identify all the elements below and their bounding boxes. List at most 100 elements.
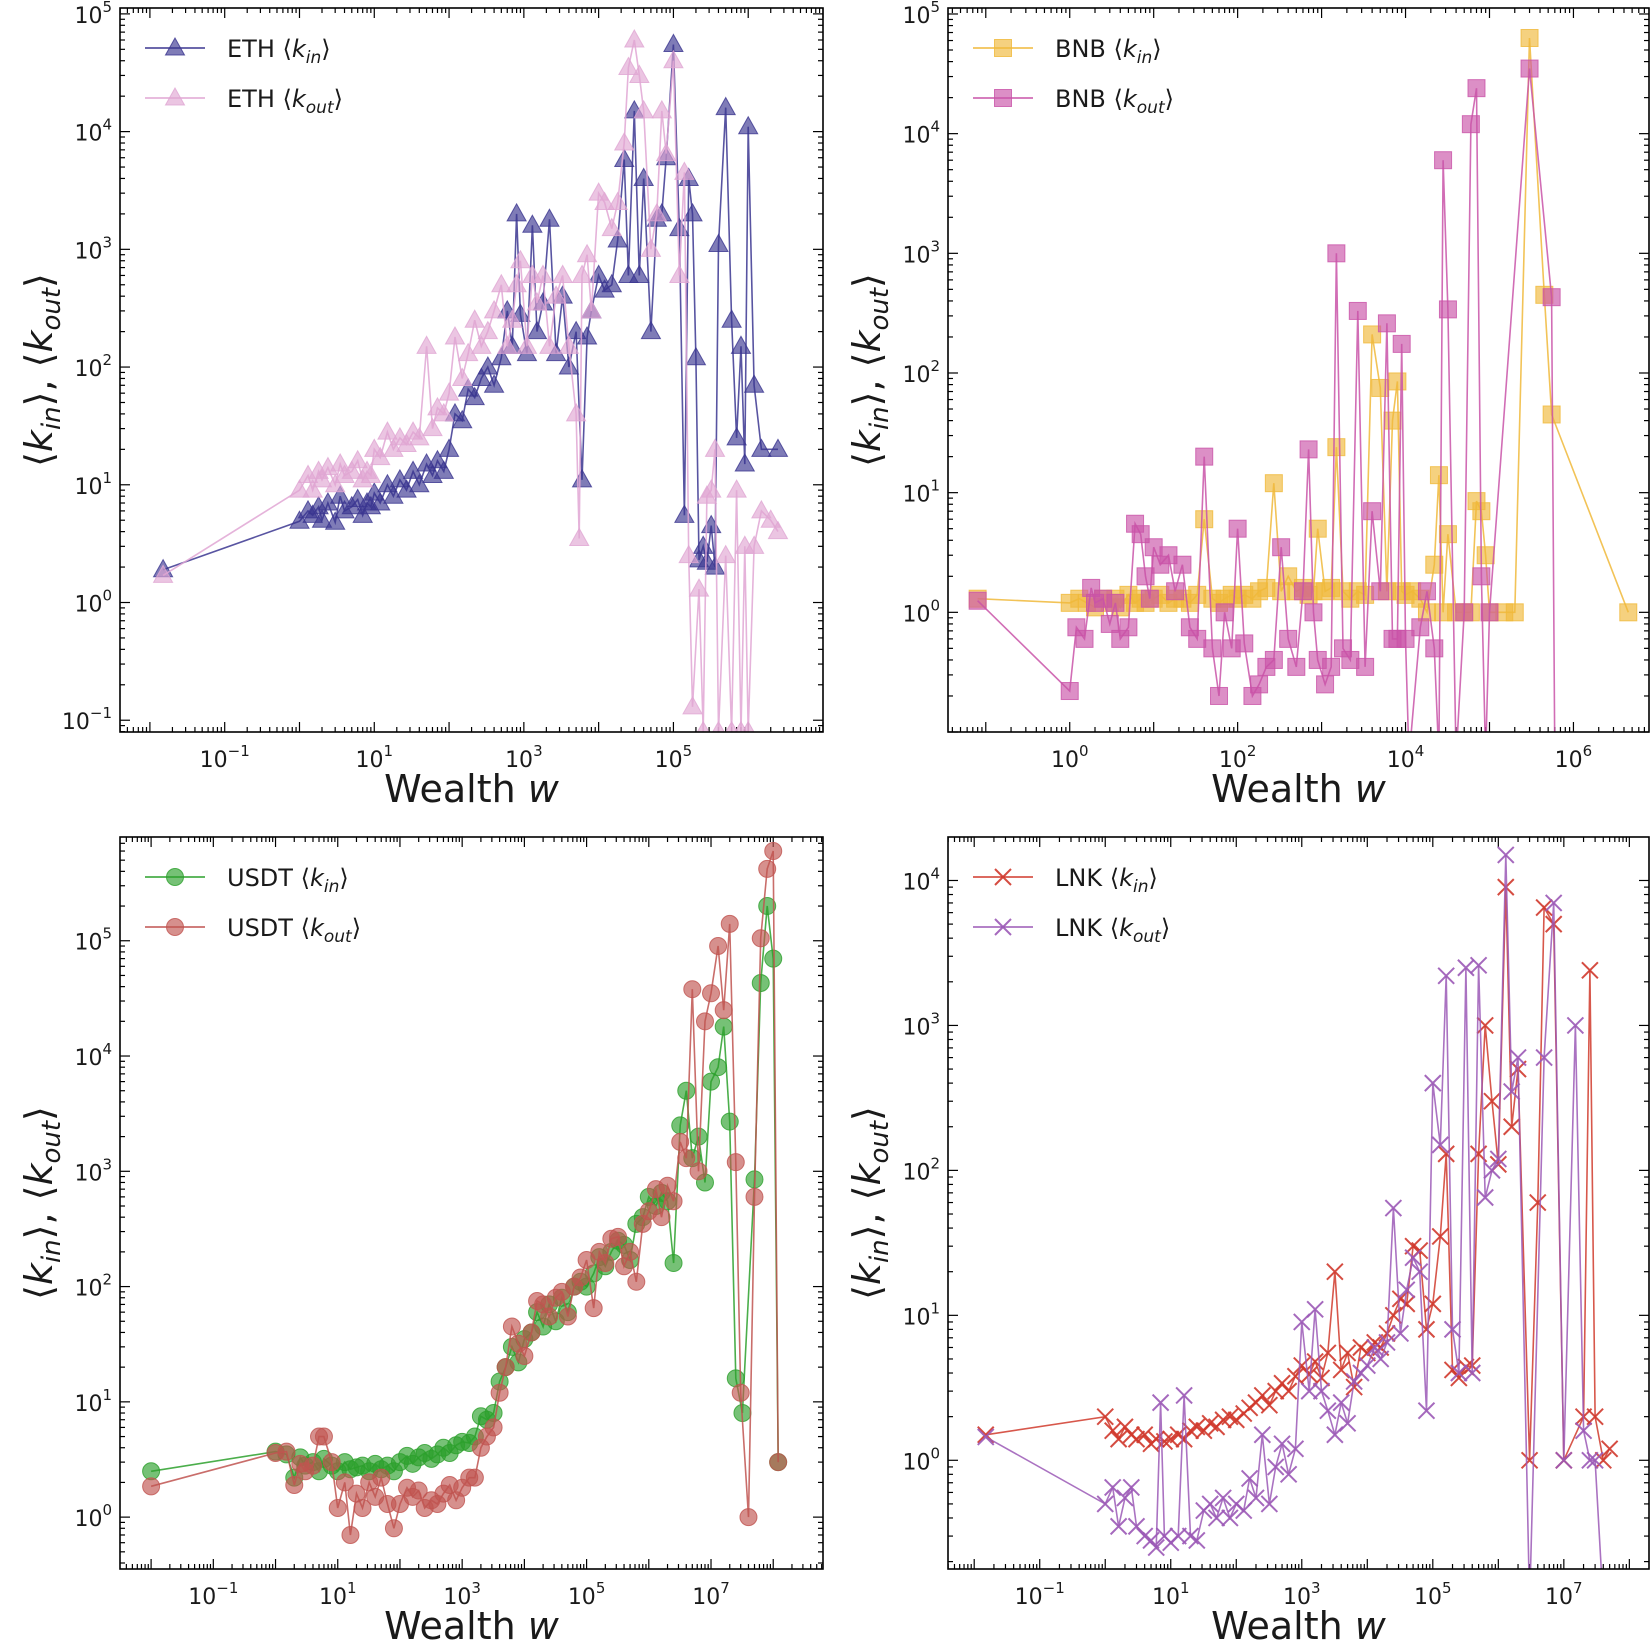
data-point <box>328 1498 347 1517</box>
data-point <box>532 264 554 283</box>
y-tick-label: 101 <box>902 1299 940 1330</box>
data-point <box>522 214 543 233</box>
y-tick-label: 105 <box>74 925 112 956</box>
data-point <box>289 479 310 498</box>
series-line <box>977 37 1630 615</box>
data-point <box>734 453 756 472</box>
data-point <box>601 217 623 237</box>
data-point <box>484 1418 503 1437</box>
data-point <box>1075 629 1094 648</box>
data-point <box>1103 1421 1122 1440</box>
data-point <box>1109 1430 1128 1448</box>
data-point <box>1595 1597 1611 1613</box>
data-point <box>571 1268 590 1287</box>
data-point <box>1450 1364 1468 1382</box>
data-point <box>1119 618 1138 637</box>
data-point <box>1391 1324 1410 1343</box>
data-point <box>1358 1356 1376 1375</box>
legend-marker <box>164 86 186 106</box>
data-point <box>1140 589 1159 608</box>
data-point <box>1581 961 1599 980</box>
data-point <box>539 208 560 227</box>
data-point <box>1377 314 1396 333</box>
y-tick-label: 101 <box>74 1386 112 1417</box>
data-point <box>1555 1451 1573 1469</box>
data-point <box>329 453 351 472</box>
data-point <box>1322 657 1341 676</box>
data-point <box>714 1017 733 1036</box>
data-point <box>408 473 430 493</box>
data-point <box>1520 1451 1539 1469</box>
data-point <box>277 1442 296 1461</box>
legend: LNK ⟨kin⟩ LNK ⟨kout⟩ <box>973 864 1170 947</box>
data-point <box>737 115 759 135</box>
data-point <box>1188 629 1207 648</box>
data-point <box>702 984 721 1003</box>
data-point <box>1544 894 1563 912</box>
data-point <box>438 438 460 457</box>
data-point <box>1159 546 1178 565</box>
data-point <box>1267 1458 1285 1476</box>
plot-area <box>142 842 788 1544</box>
data-point <box>577 1251 596 1270</box>
data-point <box>1505 603 1524 622</box>
data-point <box>668 217 690 237</box>
data-point <box>483 374 505 393</box>
data-point <box>730 335 752 354</box>
data-point <box>760 509 782 528</box>
data-point <box>1417 582 1436 601</box>
x-tick-label: 107 <box>1545 1579 1583 1610</box>
data-point <box>721 309 742 328</box>
data-point <box>1411 618 1430 637</box>
data-point <box>628 264 650 283</box>
y-tick-label: 104 <box>902 864 940 895</box>
data-point <box>689 1162 708 1181</box>
data-point <box>565 402 587 422</box>
data-point <box>767 520 789 540</box>
data-point <box>324 473 346 493</box>
data-point <box>142 1477 161 1496</box>
data-point <box>1483 1161 1501 1180</box>
legend: USDT ⟨kin⟩ USDT ⟨kout⟩ <box>145 864 361 947</box>
data-point <box>1437 1145 1455 1163</box>
data-point <box>1404 1248 1422 1267</box>
series-lnk-out <box>977 846 1611 1613</box>
data-point <box>1235 634 1254 653</box>
data-point <box>377 421 398 440</box>
data-point <box>1586 1451 1604 1469</box>
data-point <box>1096 1407 1114 1426</box>
data-point <box>522 1323 541 1342</box>
data-point <box>685 346 707 366</box>
data-point <box>1338 1414 1357 1432</box>
x-tick-label: 103 <box>1283 1579 1321 1610</box>
data-point <box>1308 519 1327 538</box>
data-point <box>689 1127 708 1146</box>
data-point <box>1371 1350 1390 1368</box>
data-point <box>526 320 548 340</box>
data-point <box>720 914 739 933</box>
y-tick-label: 103 <box>74 233 112 264</box>
data-point <box>571 264 593 283</box>
data-point <box>584 1299 603 1318</box>
chart-panel-bottom-right: 10−1 101 103 105 107 100 101 102 103 104 Wealth w ⟨… <box>845 836 1650 1643</box>
data-point <box>1169 1527 1187 1545</box>
data-point <box>668 264 690 283</box>
data-point <box>444 325 466 345</box>
data-point <box>682 202 703 222</box>
data-point <box>571 468 593 488</box>
data-point <box>1424 1295 1442 1313</box>
data-point <box>1109 1517 1128 1536</box>
data-point <box>715 544 737 564</box>
y-tick-label: 105 <box>74 0 112 29</box>
data-point <box>769 1453 788 1472</box>
data-point <box>1437 967 1455 985</box>
data-point <box>540 1307 559 1326</box>
data-point <box>621 1242 640 1261</box>
data-point <box>1116 1489 1134 1507</box>
data-point <box>384 1519 403 1538</box>
data-point <box>470 367 492 386</box>
data-point <box>1345 1372 1363 1391</box>
data-point <box>1366 1338 1384 1357</box>
data-point <box>408 426 430 446</box>
data-point <box>628 64 650 83</box>
